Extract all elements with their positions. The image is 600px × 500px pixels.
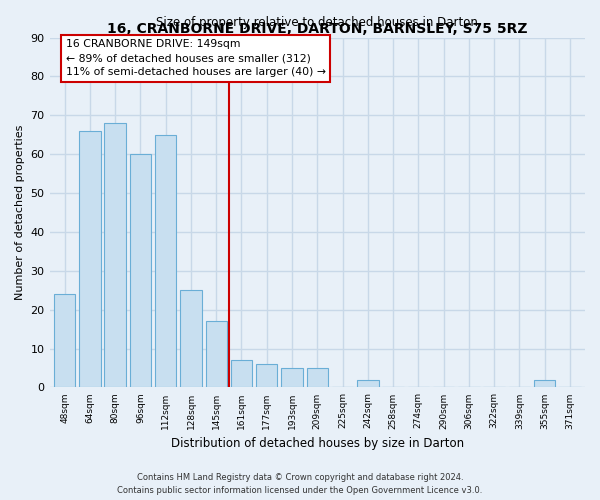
Text: 16 CRANBORNE DRIVE: 149sqm
← 89% of detached houses are smaller (312)
11% of sem: 16 CRANBORNE DRIVE: 149sqm ← 89% of deta… [65,40,326,78]
Bar [534,380,556,388]
Bar [155,135,176,388]
Text: Contains HM Land Registry data © Crown copyright and database right 2024.
Contai: Contains HM Land Registry data © Crown c… [118,474,482,495]
Bar [180,290,202,388]
Bar [281,368,303,388]
Text: Size of property relative to detached houses in Darton: Size of property relative to detached ho… [157,16,478,29]
X-axis label: Distribution of detached houses by size in Darton: Distribution of detached houses by size … [171,437,464,450]
Title: 16, CRANBORNE DRIVE, DARTON, BARNSLEY, S75 5RZ: 16, CRANBORNE DRIVE, DARTON, BARNSLEY, S… [107,22,527,36]
Bar [256,364,277,388]
Bar [54,294,76,388]
Bar [130,154,151,388]
Bar [307,368,328,388]
Y-axis label: Number of detached properties: Number of detached properties [15,125,25,300]
Bar [231,360,252,388]
Bar [357,380,379,388]
Bar [206,322,227,388]
Bar [79,131,101,388]
Bar [104,123,126,388]
